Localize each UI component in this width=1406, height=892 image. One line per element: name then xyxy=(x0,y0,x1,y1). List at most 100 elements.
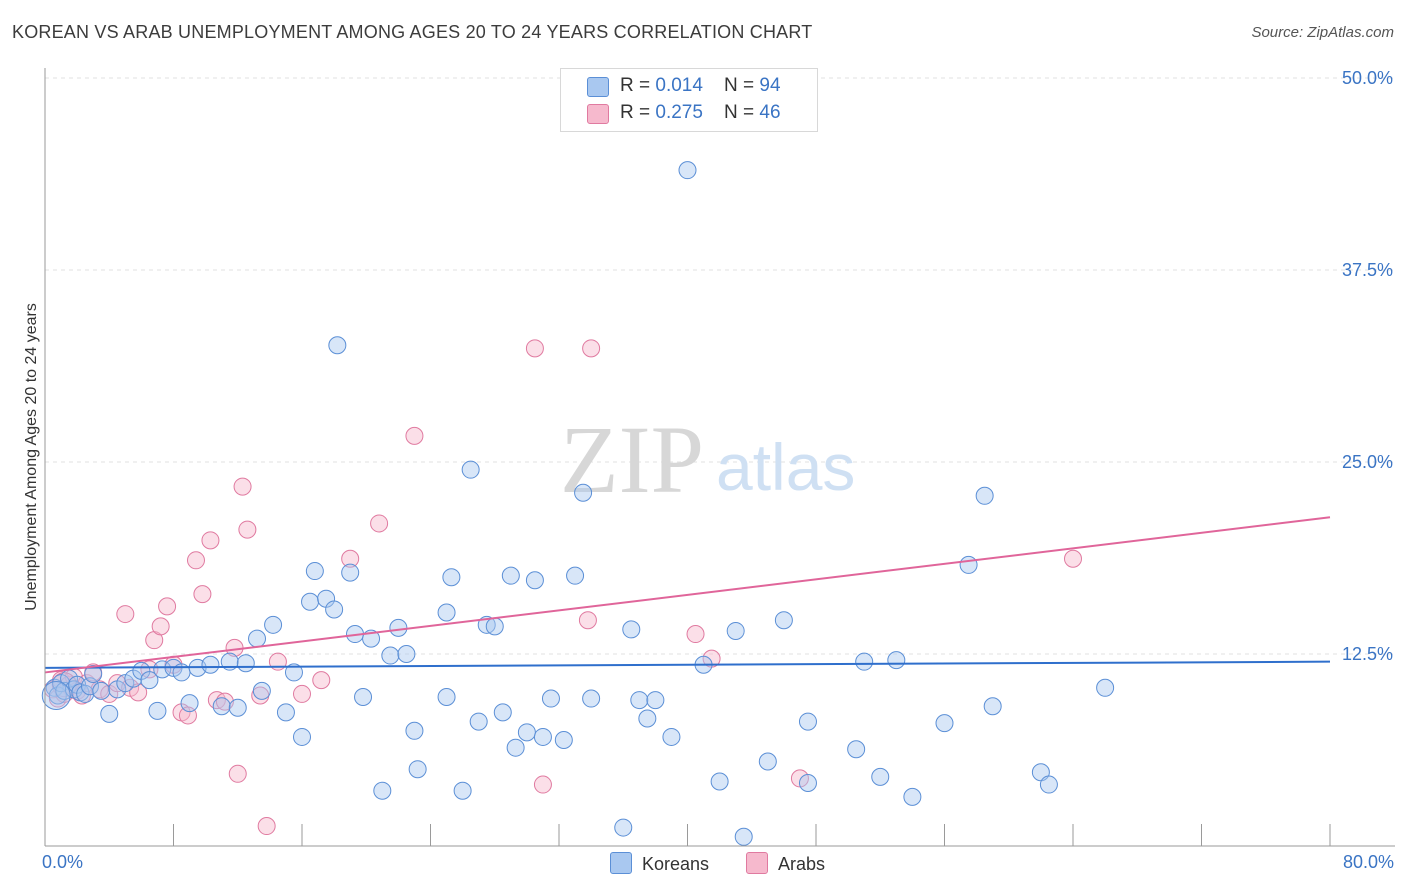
korean-point xyxy=(506,738,525,757)
korean-point xyxy=(264,615,283,634)
korean-point-large xyxy=(41,680,71,710)
korean-point xyxy=(935,714,954,733)
arab-point xyxy=(293,684,311,703)
korean-point xyxy=(397,645,416,663)
korean-point xyxy=(284,663,303,682)
korean-trend-line xyxy=(44,660,1331,669)
korean-point xyxy=(855,652,874,671)
korean-point xyxy=(646,691,665,710)
korean-point xyxy=(140,671,159,690)
watermark: ZIP atlas xyxy=(560,406,855,513)
korean-point xyxy=(582,689,601,708)
korean-point xyxy=(236,654,255,673)
x-tick-label-max: 80.0% xyxy=(1342,852,1394,872)
korean-point xyxy=(1096,678,1115,697)
koreans-legend-swatch xyxy=(610,852,632,874)
arab-point xyxy=(116,605,135,624)
koreans-r-value: 0.014 xyxy=(655,75,703,96)
korean-point xyxy=(469,712,488,731)
korean-point xyxy=(354,688,373,707)
korean-point xyxy=(405,721,424,740)
arab-point xyxy=(525,339,544,358)
korean-point xyxy=(328,336,347,355)
korean-point xyxy=(798,712,817,731)
korean-point xyxy=(887,651,906,670)
y-tick-label: 50.0% xyxy=(1342,68,1393,88)
korean-point xyxy=(903,787,922,806)
korean-point xyxy=(726,621,745,640)
korean-point xyxy=(614,818,633,837)
arab-point xyxy=(578,611,597,630)
korean-point xyxy=(485,617,504,636)
y-axis-label: Unemployment Among Ages 20 to 24 years xyxy=(23,303,40,611)
korean-point xyxy=(381,646,400,665)
korean-point xyxy=(798,774,817,793)
chart-title: KOREAN VS ARAB UNEMPLOYMENT AMONG AGES 2… xyxy=(12,22,813,42)
korean-point xyxy=(212,697,231,716)
source-label: Source: ZipAtlas.com xyxy=(1251,24,1394,41)
korean-point xyxy=(554,731,573,750)
korean-point xyxy=(493,703,512,722)
watermark-zip: ZIP xyxy=(560,406,704,513)
arab-point xyxy=(129,683,148,702)
koreans-n-value: 94 xyxy=(759,75,781,96)
korean-point xyxy=(201,655,220,674)
korean-point xyxy=(525,571,544,590)
korean-point xyxy=(871,767,890,786)
korean-point xyxy=(678,161,697,180)
koreans-r-label: R = xyxy=(620,75,656,96)
legend-item-koreans[interactable]: Koreans xyxy=(610,852,709,876)
arab-point xyxy=(228,764,247,783)
korean-point xyxy=(252,681,271,700)
legend-stats: R = 0.014 N = 94 R = 0.275 N = 46 xyxy=(560,68,818,132)
korean-point xyxy=(153,660,172,679)
korean-point xyxy=(710,772,729,791)
korean-point xyxy=(373,781,392,800)
arab-point xyxy=(151,617,170,636)
korean-point xyxy=(389,618,408,637)
korean-point xyxy=(630,691,649,710)
korean-point xyxy=(734,827,753,846)
korean-point xyxy=(758,752,777,771)
korean-point xyxy=(341,563,360,582)
koreans-legend-label: Koreans xyxy=(642,854,710,874)
korean-point xyxy=(662,727,681,746)
korean-point xyxy=(437,603,456,622)
arab-point xyxy=(257,817,276,836)
korean-point xyxy=(228,698,247,717)
korean-point xyxy=(325,600,344,619)
korean-point xyxy=(959,555,978,574)
arabs-r-value: 0.275 xyxy=(655,102,703,123)
korean-point xyxy=(983,697,1002,716)
arab-point xyxy=(1064,549,1082,568)
korean-point xyxy=(180,694,199,713)
arab-point xyxy=(582,339,601,358)
korean-point xyxy=(408,760,427,779)
korean-point xyxy=(301,592,320,611)
arab-point xyxy=(341,549,360,568)
arab-trend-line xyxy=(44,516,1331,674)
arabs-swatch xyxy=(587,104,609,124)
korean-point xyxy=(975,486,994,505)
korean-point xyxy=(293,727,311,746)
watermark-atlas: atlas xyxy=(716,430,855,504)
legend-item-arabs[interactable]: Arabs xyxy=(746,852,825,876)
arab-point xyxy=(186,551,205,570)
korean-point xyxy=(248,629,267,648)
korean-point xyxy=(501,566,520,585)
y-tick-label: 37.5% xyxy=(1342,260,1393,280)
korean-point xyxy=(574,483,593,502)
korean-point xyxy=(276,703,295,722)
koreans-n-label: N = xyxy=(724,75,760,96)
arabs-r-label: R = xyxy=(620,102,656,123)
y-tick-label: 25.0% xyxy=(1342,452,1393,472)
arab-point xyxy=(158,597,177,616)
arab-point xyxy=(238,520,257,539)
arab-point xyxy=(405,426,424,445)
korean-point xyxy=(92,681,111,700)
arabs-n-label: N = xyxy=(724,102,760,123)
korean-point xyxy=(566,566,585,585)
arab-point xyxy=(193,585,212,604)
koreans-swatch xyxy=(587,77,609,97)
